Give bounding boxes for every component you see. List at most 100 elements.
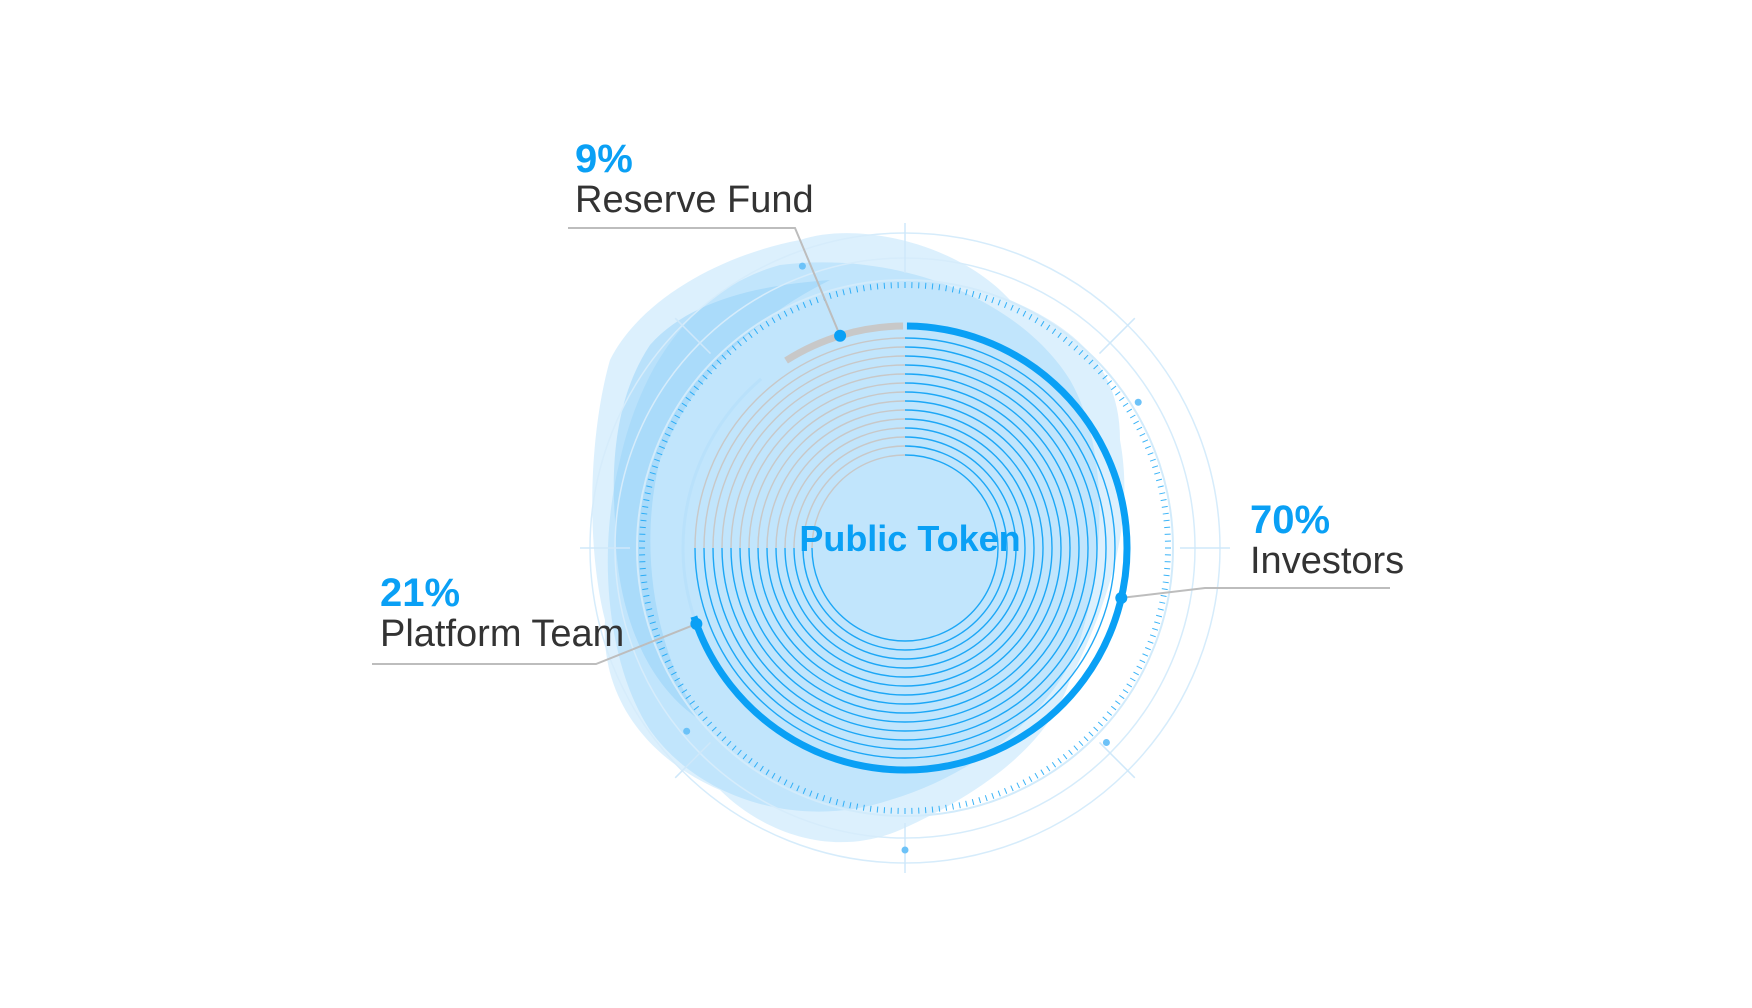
ring-blue-arc xyxy=(802,445,1008,651)
tick-mark xyxy=(641,581,648,584)
tick-mark xyxy=(716,731,722,737)
tick-mark xyxy=(783,310,788,317)
tick-mark xyxy=(1051,761,1057,768)
tick-mark xyxy=(711,364,717,370)
tick-mark xyxy=(1156,478,1163,482)
tick-mark xyxy=(965,289,968,296)
tick-mark xyxy=(856,286,859,293)
tick-mark xyxy=(1110,385,1117,391)
tick-mark xyxy=(1040,769,1045,776)
tick-mark xyxy=(1073,745,1079,751)
tick-mark xyxy=(978,292,982,299)
tick-mark xyxy=(1149,634,1156,638)
tick-mark xyxy=(1046,765,1051,772)
ring-blue-arc xyxy=(757,400,1053,696)
ring-grey-arc xyxy=(694,337,905,549)
tick-mark xyxy=(835,799,839,806)
tick-mark xyxy=(938,805,941,812)
tick-mark xyxy=(1136,426,1143,431)
concentric-ring xyxy=(784,427,1026,669)
tick-mark xyxy=(702,374,708,380)
concentric-ring xyxy=(811,454,999,642)
tick-mark xyxy=(1126,683,1133,688)
tick-mark xyxy=(1129,414,1136,419)
tick-mark xyxy=(1034,772,1039,779)
concentric-ring xyxy=(703,346,1107,750)
tick-mark xyxy=(828,292,832,299)
tick-mark xyxy=(670,671,677,676)
tick-mark xyxy=(742,336,748,343)
tick-mark xyxy=(1093,726,1099,732)
leader-platform-team-line xyxy=(372,622,697,665)
tick-mark xyxy=(1152,465,1159,469)
tick-mark xyxy=(1118,396,1125,402)
tick-mark xyxy=(693,705,700,711)
tick-mark xyxy=(1139,659,1146,663)
tick-mark xyxy=(1145,445,1151,449)
tick-mark xyxy=(1106,711,1113,716)
tick-mark xyxy=(1083,354,1089,360)
tick-mark xyxy=(748,758,753,764)
tick-mark xyxy=(759,765,764,772)
tick-mark xyxy=(697,711,704,716)
tick-mark xyxy=(661,439,668,443)
concentric-ring xyxy=(694,337,1116,759)
tick-mark xyxy=(876,283,879,290)
tick-mark xyxy=(726,349,732,356)
tick-mark xyxy=(656,452,663,456)
tick-mark xyxy=(783,779,788,786)
tick-mark xyxy=(731,745,737,751)
tick-mark xyxy=(759,324,764,331)
tick-mark xyxy=(1160,594,1167,597)
tick-mark xyxy=(991,297,995,304)
tick-mark xyxy=(1145,647,1151,651)
tick-mark xyxy=(737,340,742,347)
guide-dot xyxy=(683,727,691,735)
tick-mark xyxy=(849,287,852,294)
tick-ring-base xyxy=(636,279,1174,817)
slice-arc-investors xyxy=(690,322,1131,774)
tick-mark xyxy=(1034,317,1039,324)
tick-mark xyxy=(1102,716,1108,722)
guide-dot xyxy=(798,262,806,270)
tick-mark xyxy=(643,499,650,502)
tick-mark xyxy=(862,285,865,292)
tick-mark xyxy=(1110,705,1117,711)
tick-mark xyxy=(1078,740,1084,747)
concentric-ring xyxy=(757,400,1053,696)
tick-mark xyxy=(1157,608,1164,611)
leader-reserve-fund-line xyxy=(568,227,842,337)
tick-mark xyxy=(1142,439,1149,443)
tick-mark xyxy=(991,792,995,799)
guide-spoke xyxy=(674,317,712,355)
tick-mark xyxy=(802,788,806,794)
tick-mark xyxy=(869,805,872,812)
tick-mark xyxy=(664,433,671,437)
ring-grey-arc xyxy=(802,445,905,549)
tick-mark xyxy=(1118,694,1125,700)
tick-mark xyxy=(753,328,759,335)
tick-mark xyxy=(1022,779,1027,786)
tick-mark xyxy=(1068,749,1073,756)
tick-mark xyxy=(1004,788,1008,794)
guide-spoke xyxy=(1098,741,1136,779)
ring-grey-arc xyxy=(757,400,905,549)
tick-mark xyxy=(951,286,954,293)
tick-mark xyxy=(835,290,839,297)
tick-mark xyxy=(664,659,671,663)
slice-name-label: Reserve Fund xyxy=(575,179,814,221)
slice-value-label: 70% xyxy=(1250,498,1330,542)
ring-blue-arc xyxy=(784,427,1026,669)
tick-mark xyxy=(641,512,648,515)
tick-mark xyxy=(931,806,934,813)
tick-mark xyxy=(777,776,782,783)
tick-mark xyxy=(1016,782,1020,789)
tick-mark xyxy=(693,385,700,391)
tick-mark xyxy=(849,802,852,809)
tick-mark xyxy=(643,594,650,597)
tick-mark xyxy=(706,721,713,727)
tick-mark xyxy=(1022,310,1027,317)
tick-mark xyxy=(1159,492,1166,495)
ring-grey-arc xyxy=(712,355,905,549)
